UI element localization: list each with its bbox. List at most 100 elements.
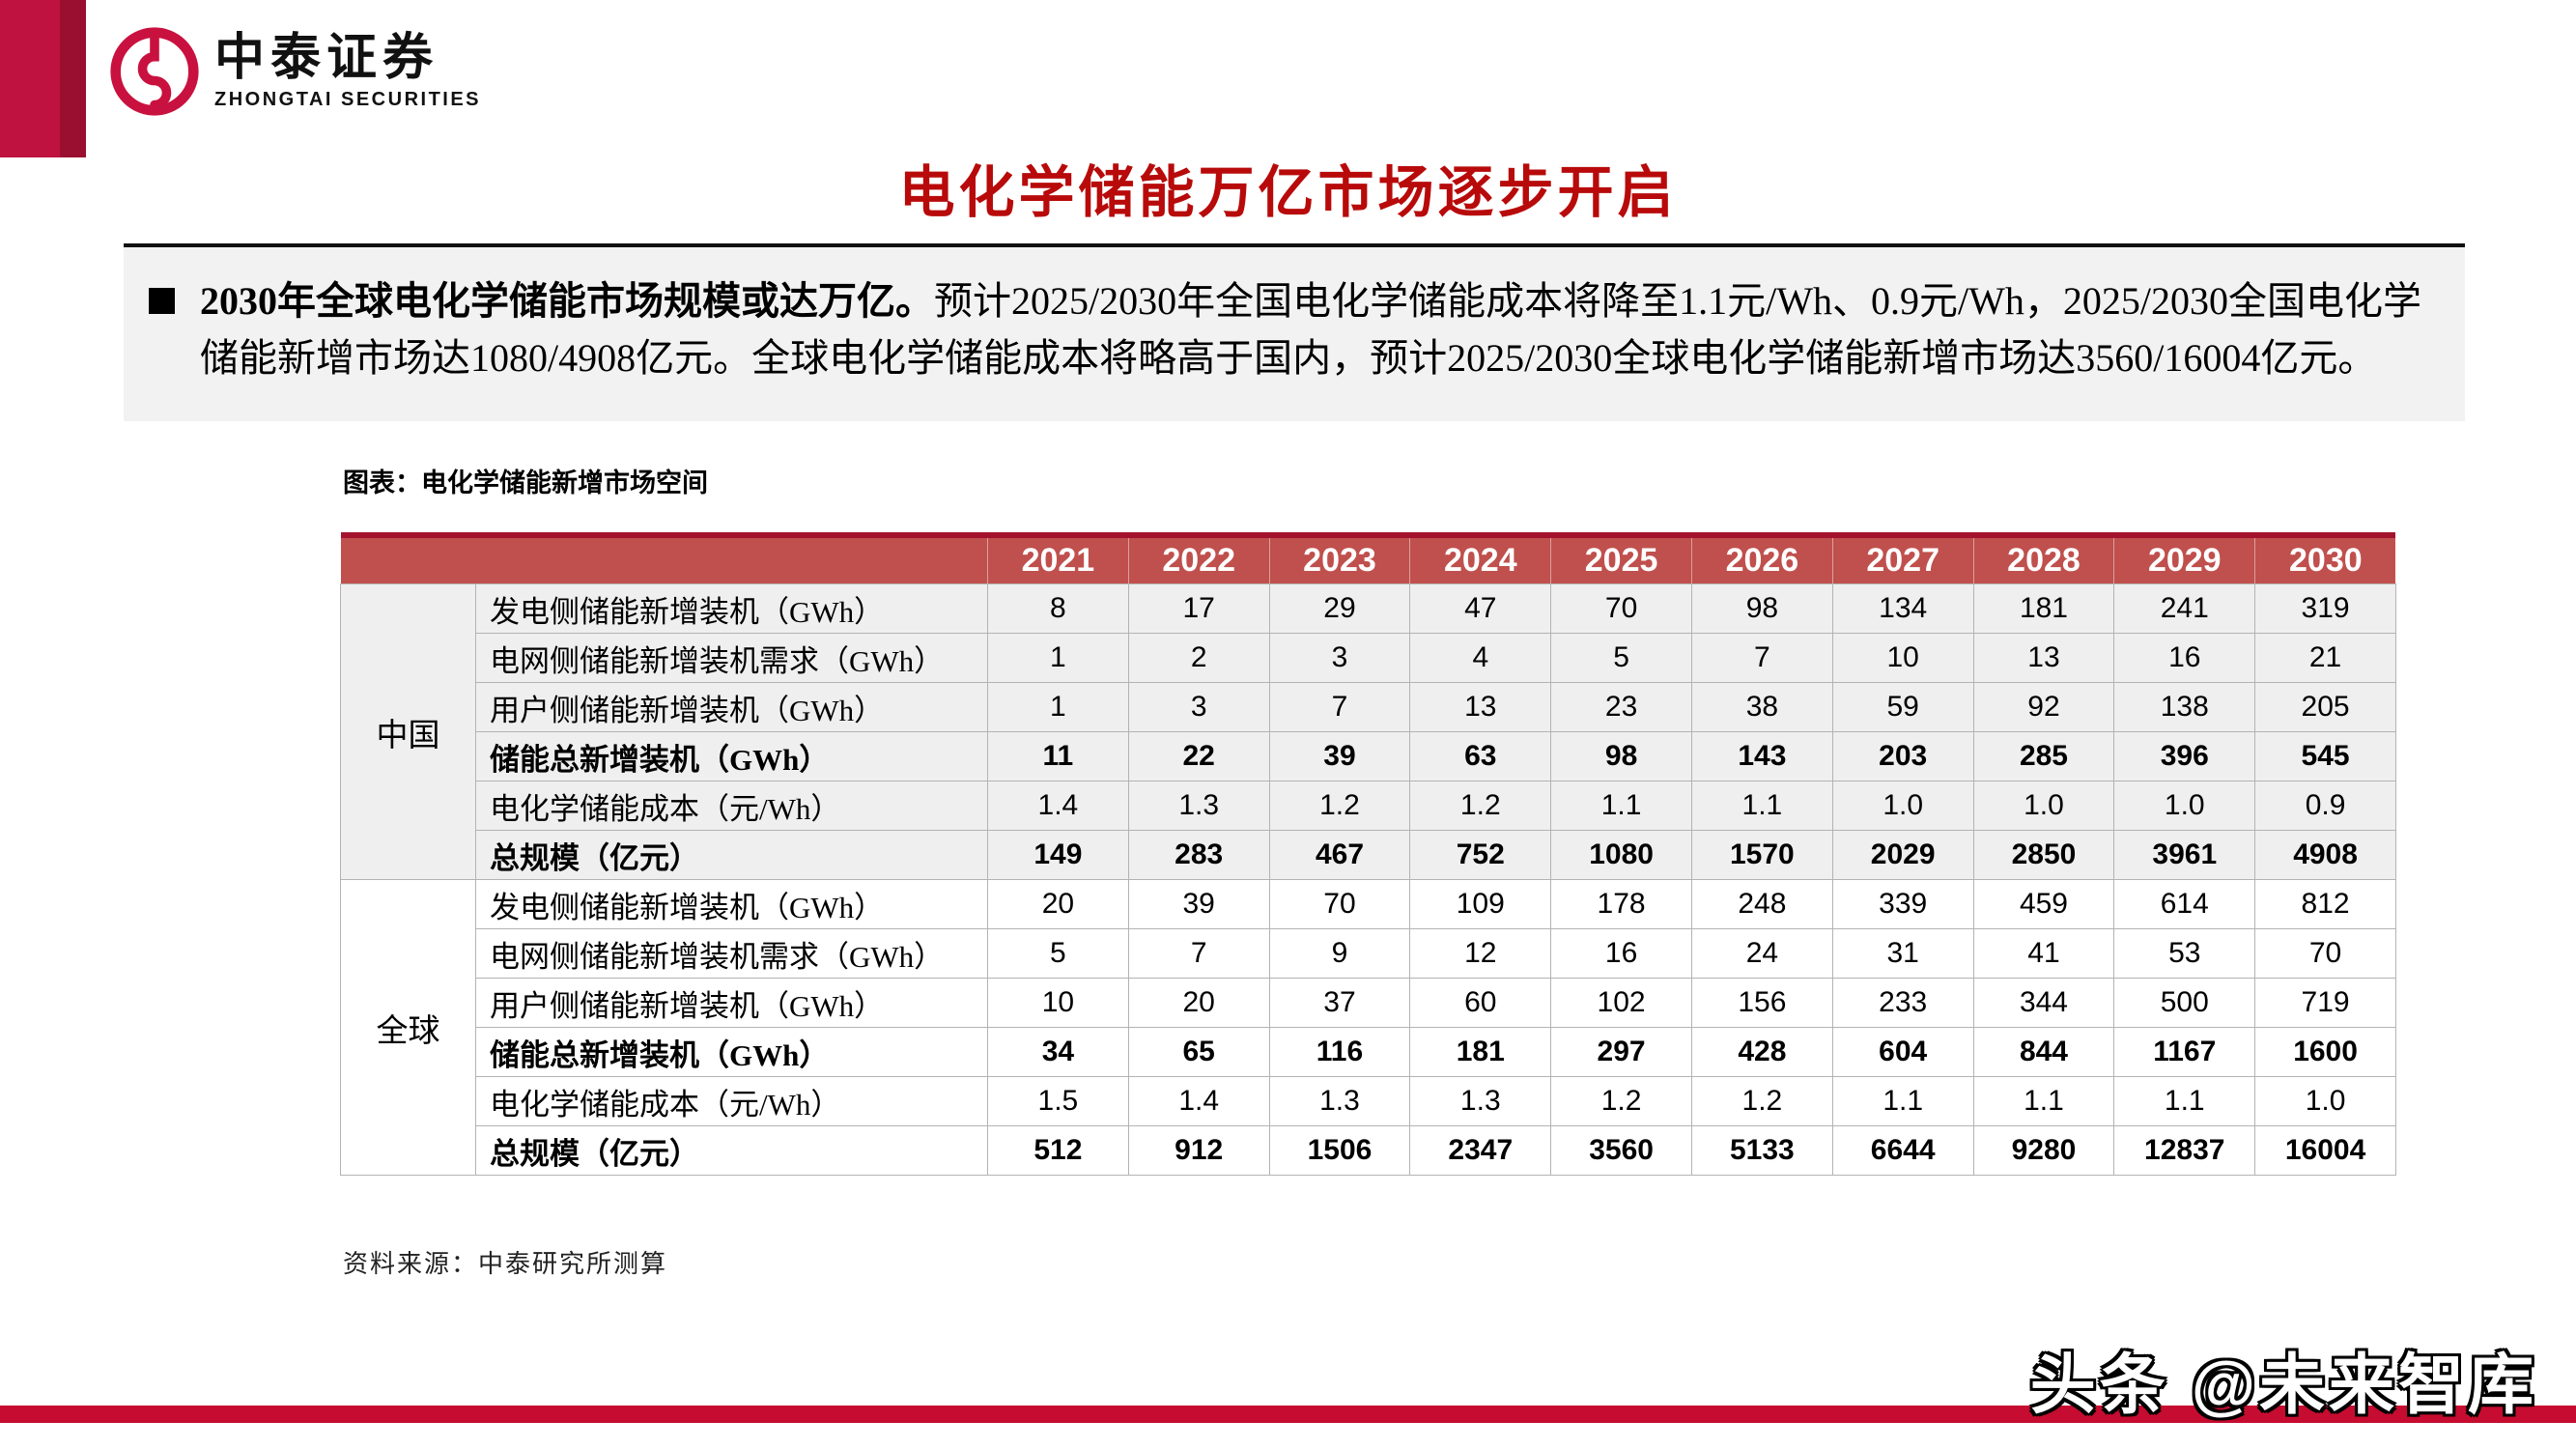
row-label-cell: 储能总新增装机（GWh） (475, 731, 988, 781)
value-cell: 3 (1268, 633, 1411, 683)
bullet-square-icon (149, 288, 175, 314)
value-cell: 1 (987, 682, 1129, 732)
value-cell: 339 (1831, 879, 1974, 929)
value-cell: 37 (1268, 978, 1411, 1028)
table-row: 储能总新增装机（GWh） 11 22 39 63 98 143 203 285 396 545 (341, 731, 2396, 781)
table-row: 总规模（亿元） 512 912 1506 2347 3560 5133 6644 9280 128… (341, 1125, 2396, 1176)
value-cell: 1.0 (2254, 1076, 2396, 1126)
value-cell: 98 (1550, 731, 1692, 781)
value-cell: 70 (1550, 583, 1692, 634)
value-cell: 500 (2113, 978, 2256, 1028)
value-cell: 2347 (1409, 1125, 1552, 1176)
value-cell: 59 (1831, 682, 1974, 732)
value-cell: 428 (1690, 1027, 1833, 1077)
summary-band: 2030年全球电化学储能市场规模或达万亿。预计2025/2030年全国电化学储能… (124, 243, 2465, 421)
year-header: 2027 (1831, 532, 1974, 584)
value-cell: 1570 (1690, 830, 1833, 880)
value-cell: 10 (987, 978, 1129, 1028)
value-cell: 102 (1550, 978, 1692, 1028)
year-header: 2022 (1127, 532, 1270, 584)
value-cell: 752 (1409, 830, 1552, 880)
value-cell: 70 (1268, 879, 1411, 929)
value-cell: 1.0 (1831, 781, 1974, 831)
zhongtai-logo-icon (110, 27, 199, 116)
table-row: 电化学储能成本（元/Wh） 1.5 1.4 1.3 1.3 1.2 1.2 1.1 1.1 1.1… (341, 1076, 2396, 1126)
value-cell: 3 (1127, 682, 1270, 732)
row-label-cell: 电网侧储能新增装机需求（GWh） (475, 928, 988, 979)
table-row: 电化学储能成本（元/Wh） 1.4 1.3 1.2 1.2 1.1 1.1 1.0 1.0 1.0… (341, 781, 2396, 831)
watermark-text: 头条 @未来智库 (2029, 1349, 2537, 1422)
brand-name-en: ZHONGTAI SECURITIES (214, 88, 482, 110)
value-cell: 178 (1550, 879, 1692, 929)
year-header: 2023 (1268, 532, 1410, 584)
value-cell: 7 (1690, 633, 1833, 683)
table-row: 电网侧储能新增装机需求（GWh） 1 2 3 4 5 7 10 13 16 21 (341, 633, 2396, 683)
value-cell: 459 (1972, 879, 2115, 929)
bottom-accent-bar (0, 1406, 2576, 1423)
value-cell: 41 (1972, 928, 2115, 979)
table-row: 中国 发电侧储能新增装机（GWh） 8 17 29 47 70 98 134 181 241 319 (340, 583, 2396, 880)
value-cell: 10 (1831, 633, 1974, 683)
value-cell: 1.1 (1831, 1076, 1974, 1126)
zhongtai-logo-text: 中泰证券 ZHONGTAI SECURITIES (214, 33, 481, 111)
summary-text: 2030年全球电化学储能市场规模或达万亿。预计2025/2030年全国电化学储能… (200, 272, 2430, 386)
value-cell: 1080 (1550, 830, 1692, 880)
value-cell: 47 (1409, 583, 1552, 634)
value-cell: 1.4 (1127, 1076, 1270, 1126)
row-label-cell: 用户侧储能新增装机（GWh） (475, 978, 988, 1028)
value-cell: 12837 (2113, 1125, 2256, 1176)
value-cell: 13 (1972, 633, 2115, 683)
value-cell: 20 (987, 879, 1129, 929)
summary-bold-sentence: 2030年全球电化学储能市场规模或达万亿。 (200, 279, 934, 323)
value-cell: 1 (987, 633, 1129, 683)
value-cell: 60 (1409, 978, 1552, 1028)
value-cell: 98 (1690, 583, 1833, 634)
value-cell: 39 (1268, 731, 1411, 781)
value-cell: 181 (1409, 1027, 1552, 1077)
value-cell: 20 (1127, 978, 1270, 1028)
source-note: 资料来源：中泰研究所测算 (343, 1250, 668, 1278)
value-cell: 6644 (1831, 1125, 1974, 1176)
row-label-cell: 总规模（亿元） (475, 830, 988, 880)
value-cell: 9 (1268, 928, 1411, 979)
value-cell: 24 (1690, 928, 1833, 979)
value-cell: 1.2 (1268, 781, 1411, 831)
summary-bullet-row: 2030年全球电化学储能市场规模或达万亿。预计2025/2030年全国电化学储能… (147, 272, 2430, 386)
row-label-cell: 电化学储能成本（元/Wh） (475, 781, 988, 831)
value-cell: 1.4 (987, 781, 1129, 831)
value-cell: 1.0 (1972, 781, 2115, 831)
value-cell: 4 (1409, 633, 1552, 683)
row-label-cell: 电化学储能成本（元/Wh） (475, 1076, 988, 1126)
value-cell: 16 (2113, 633, 2256, 683)
value-cell: 1.2 (1550, 1076, 1692, 1126)
brand-strip-crimson (0, 0, 60, 157)
value-cell: 1.2 (1409, 781, 1552, 831)
value-cell: 3560 (1550, 1125, 1692, 1176)
value-cell: 719 (2254, 978, 2396, 1028)
value-cell: 2029 (1831, 830, 1974, 880)
value-cell: 1.1 (2113, 1076, 2256, 1126)
value-cell: 38 (1690, 682, 1833, 732)
value-cell: 285 (1972, 731, 2115, 781)
value-cell: 1167 (2113, 1027, 2256, 1077)
group-cell: 中国 (340, 583, 476, 880)
value-cell: 1.1 (1972, 1076, 2115, 1126)
row-label-cell: 用户侧储能新增装机（GWh） (475, 682, 988, 732)
brand-strip-maroon (60, 0, 86, 157)
value-cell: 844 (1972, 1027, 2115, 1077)
value-cell: 23 (1550, 682, 1692, 732)
table-row: 电网侧储能新增装机需求（GWh） 5 7 9 12 16 24 31 41 53 70 (341, 928, 2396, 979)
year-header: 2026 (1690, 532, 1833, 584)
value-cell: 109 (1409, 879, 1552, 929)
value-cell: 5 (987, 928, 1129, 979)
value-cell: 396 (2113, 731, 2256, 781)
value-cell: 134 (1831, 583, 1974, 634)
value-cell: 241 (2113, 583, 2256, 634)
value-cell: 319 (2254, 583, 2396, 634)
value-cell: 9280 (1972, 1125, 2115, 1176)
value-cell: 2850 (1972, 830, 2115, 880)
value-cell: 31 (1831, 928, 1974, 979)
value-cell: 39 (1127, 879, 1270, 929)
row-label-cell: 总规模（亿元） (475, 1125, 988, 1176)
zhongtai-logo: 中泰证券 ZHONGTAI SECURITIES (108, 25, 481, 118)
